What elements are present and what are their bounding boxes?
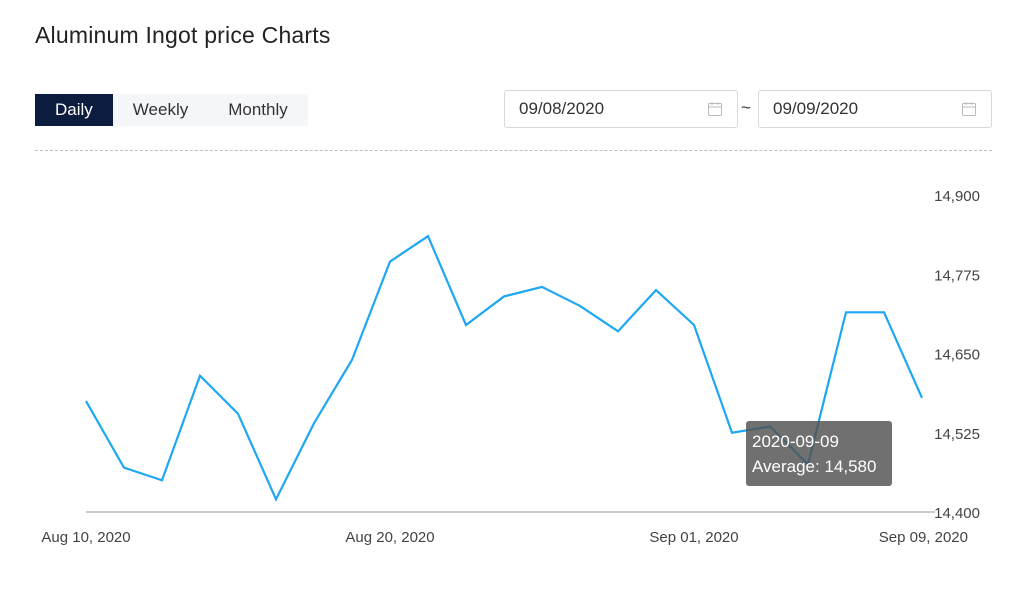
- date-range-separator: ~: [741, 98, 751, 117]
- y-tick-label: 14,650: [934, 347, 980, 364]
- y-tick-label: 14,525: [934, 426, 980, 443]
- y-tick-label: 14,400: [934, 505, 980, 522]
- calendar-icon[interactable]: [707, 101, 723, 117]
- date-to-value: 09/09/2020: [773, 99, 859, 118]
- date-from-value: 09/08/2020: [519, 99, 605, 118]
- x-tick-label: Aug 10, 2020: [41, 529, 130, 546]
- tab-daily[interactable]: Daily: [35, 94, 113, 126]
- date-from-field[interactable]: 09/08/2020: [504, 90, 738, 128]
- tab-monthly[interactable]: Monthly: [228, 100, 288, 119]
- tooltip-value: Average: 14,580: [752, 457, 877, 476]
- chart-tooltip: 2020-09-09 Average: 14,580: [746, 421, 892, 486]
- page-title: Aluminum Ingot price Charts: [35, 22, 331, 48]
- date-to-field[interactable]: 09/09/2020: [758, 90, 992, 128]
- y-tick-label: 14,775: [934, 267, 980, 284]
- divider: [35, 150, 992, 151]
- y-tick-label: 14,900: [934, 188, 980, 205]
- x-tick-label: Aug 20, 2020: [345, 529, 434, 546]
- x-tick-label: Sep 01, 2020: [649, 529, 738, 546]
- x-tick-label: Sep 09, 2020: [879, 529, 968, 546]
- calendar-icon[interactable]: [961, 101, 977, 117]
- period-tabs: Daily Weekly Monthly: [35, 94, 308, 126]
- tab-weekly[interactable]: Weekly: [132, 100, 189, 119]
- tooltip-date: 2020-09-09: [752, 432, 839, 451]
